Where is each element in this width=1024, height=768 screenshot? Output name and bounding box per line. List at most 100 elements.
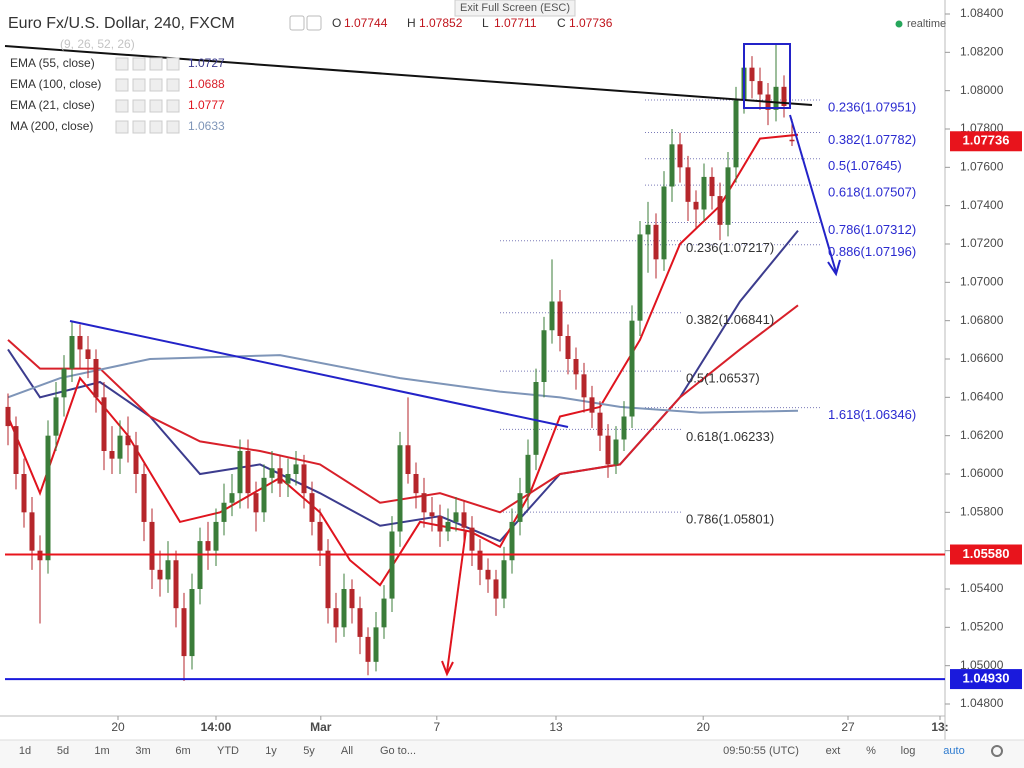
trend-line bbox=[4, 45, 813, 106]
trend-line bbox=[69, 320, 569, 428]
candle-body bbox=[45, 435, 51, 561]
candle-body bbox=[557, 301, 563, 336]
legend-icon[interactable] bbox=[132, 120, 146, 134]
price-label: 1.05580 bbox=[963, 546, 1010, 561]
range-button[interactable]: All bbox=[341, 745, 353, 757]
legend-icon[interactable] bbox=[149, 78, 163, 92]
candle-body bbox=[125, 435, 131, 446]
candle-body bbox=[269, 468, 275, 478]
candle-body bbox=[701, 176, 707, 210]
option-button[interactable]: auto bbox=[943, 745, 964, 757]
fib-label: 0.236(1.07951) bbox=[828, 99, 916, 114]
y-tick-label: 1.07400 bbox=[960, 198, 1004, 212]
legend-icon[interactable] bbox=[166, 57, 180, 71]
toolbar-items: 1d 5d 1m 3m 6m YTD 1y 5y All Go to... 09:50:55 (UT… bbox=[19, 745, 965, 757]
x-tick-label: 27 bbox=[841, 720, 855, 734]
candle-body bbox=[413, 474, 419, 494]
symbol-title: Euro Fx/U.S. Dollar, 240, FXCM bbox=[8, 15, 235, 32]
legend-icon[interactable] bbox=[149, 57, 163, 71]
candle-body bbox=[645, 224, 651, 235]
legend-value: 1.0777 bbox=[188, 98, 225, 112]
goto-button[interactable]: Go to... bbox=[380, 745, 416, 757]
legend-icon[interactable] bbox=[115, 57, 129, 71]
candle-body bbox=[445, 521, 451, 532]
y-tick-label: 1.06600 bbox=[960, 351, 1004, 365]
candle-body bbox=[133, 445, 139, 474]
candle-body bbox=[237, 451, 243, 494]
candle-body bbox=[261, 477, 267, 513]
fib-label: 0.786(1.07312) bbox=[828, 222, 916, 237]
indicator-line bbox=[7, 354, 799, 414]
candle-body bbox=[789, 139, 795, 142]
candle-body bbox=[517, 493, 523, 522]
legend-name: EMA (21, close) bbox=[10, 98, 95, 112]
fib-label: 0.786(1.05801) bbox=[686, 512, 774, 527]
range-button[interactable]: 6m bbox=[175, 745, 190, 757]
legend-icon[interactable] bbox=[115, 99, 129, 113]
candle-body bbox=[205, 541, 211, 551]
hidden-study: (9, 26, 52, 26) bbox=[60, 37, 135, 51]
exit-label[interactable]: Exit Full Screen (ESC) bbox=[460, 2, 570, 14]
fib-label: 0.5(1.07645) bbox=[828, 158, 902, 173]
range-button[interactable]: 1m bbox=[94, 745, 109, 757]
legend-icon[interactable] bbox=[115, 120, 129, 134]
title-icons bbox=[289, 15, 322, 31]
ohlc-key: H bbox=[407, 16, 416, 30]
option-button[interactable]: log bbox=[901, 745, 916, 757]
ohlc-value: 1.07736 bbox=[569, 16, 613, 30]
candle-body bbox=[613, 439, 619, 465]
range-button[interactable]: 5d bbox=[57, 745, 69, 757]
candle-body bbox=[581, 374, 587, 398]
legend-icon[interactable] bbox=[132, 78, 146, 92]
candle-body bbox=[485, 569, 491, 580]
legend-icon[interactable] bbox=[166, 78, 180, 92]
legend-icon[interactable] bbox=[149, 120, 163, 134]
legend-icon[interactable] bbox=[115, 78, 129, 92]
legend-icon[interactable] bbox=[132, 57, 146, 71]
candle-body bbox=[293, 464, 299, 474]
legend-icon[interactable] bbox=[166, 120, 180, 134]
fib-label: 0.382(1.06841) bbox=[686, 312, 774, 327]
candle-body bbox=[669, 144, 675, 187]
range-button[interactable]: 1d bbox=[19, 745, 31, 757]
candle-body bbox=[573, 359, 579, 375]
x-tick-label: 13: bbox=[931, 720, 948, 734]
candle-body bbox=[429, 512, 435, 517]
candle-body bbox=[101, 397, 107, 451]
candle-body bbox=[317, 521, 323, 551]
candle-body bbox=[245, 451, 251, 494]
legend-icon[interactable] bbox=[166, 99, 180, 113]
candle-body bbox=[53, 397, 59, 436]
candle-body bbox=[709, 176, 715, 197]
legend-name: EMA (55, close) bbox=[10, 56, 95, 70]
y-tick-label: 1.06200 bbox=[960, 428, 1004, 442]
x-tick-label: 7 bbox=[433, 720, 440, 734]
settings-icon[interactable] bbox=[991, 745, 1003, 757]
range-button[interactable]: YTD bbox=[217, 745, 239, 757]
candle-body bbox=[285, 474, 291, 484]
legend-icon[interactable] bbox=[149, 99, 163, 113]
option-button[interactable]: % bbox=[866, 745, 876, 757]
candle-body bbox=[549, 301, 555, 331]
candle-body bbox=[181, 608, 187, 657]
y-tick-label: 1.07600 bbox=[960, 160, 1004, 174]
y-tick-label: 1.07000 bbox=[960, 275, 1004, 289]
option-button[interactable]: ext bbox=[826, 745, 841, 757]
candle-body bbox=[69, 336, 75, 369]
legend-icon[interactable] bbox=[132, 99, 146, 113]
range-button[interactable]: 1y bbox=[265, 745, 277, 757]
exit-button[interactable] bbox=[454, 0, 576, 17]
candle-body bbox=[437, 516, 443, 532]
legend-value: 1.0633 bbox=[188, 119, 225, 133]
range-button[interactable]: 3m bbox=[135, 745, 150, 757]
candle-body bbox=[109, 451, 115, 459]
candle-body bbox=[357, 608, 363, 637]
candle-body bbox=[277, 468, 283, 484]
candle-body bbox=[229, 493, 235, 503]
range-button[interactable]: 5y bbox=[303, 745, 315, 757]
candle-body bbox=[653, 224, 659, 260]
last-price-box bbox=[950, 131, 1022, 152]
status-dot bbox=[895, 20, 903, 28]
candle-body bbox=[781, 86, 787, 106]
toolbar bbox=[0, 740, 1024, 768]
